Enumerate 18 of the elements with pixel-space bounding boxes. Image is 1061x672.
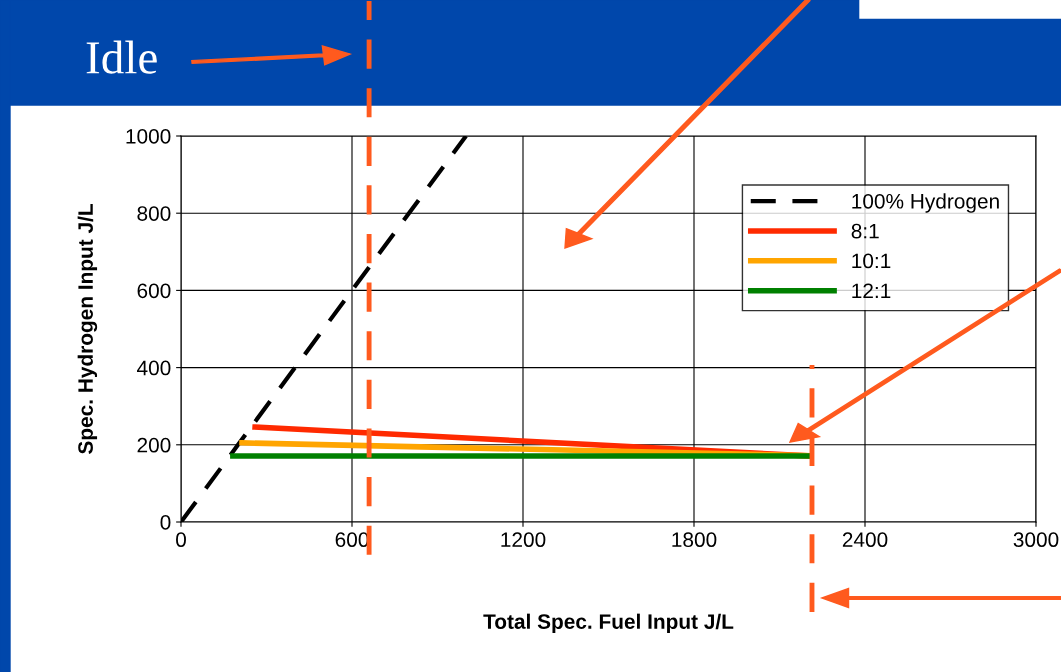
y-tick-label: 800 bbox=[137, 206, 171, 221]
legend-label: 12:1 bbox=[852, 283, 891, 298]
x-tick-label: 3000 bbox=[1013, 532, 1059, 548]
y-axis-title: Spec. Hydrogen Input J/L bbox=[77, 204, 98, 454]
x-tick-label: 1800 bbox=[672, 532, 717, 548]
y-tick-label: 600 bbox=[137, 283, 171, 299]
y-tick-label: 200 bbox=[137, 437, 171, 453]
legend-label: 8:1 bbox=[851, 223, 879, 239]
y-tick-label: 1000 bbox=[126, 129, 171, 144]
y-tick-label: 400 bbox=[137, 360, 171, 376]
x-tick-label: 1200 bbox=[501, 532, 546, 548]
y-tick-label: 0 bbox=[160, 515, 171, 530]
text: Idle bbox=[86, 40, 157, 74]
legend-label: 100% Hydrogen bbox=[852, 193, 999, 213]
x-axis-title: Total Spec. Fuel Input J/L bbox=[483, 613, 734, 634]
legend-label: 10:1 bbox=[852, 253, 891, 269]
x-tick-label: 2400 bbox=[842, 532, 888, 548]
x-tick-label: 0 bbox=[176, 532, 186, 548]
